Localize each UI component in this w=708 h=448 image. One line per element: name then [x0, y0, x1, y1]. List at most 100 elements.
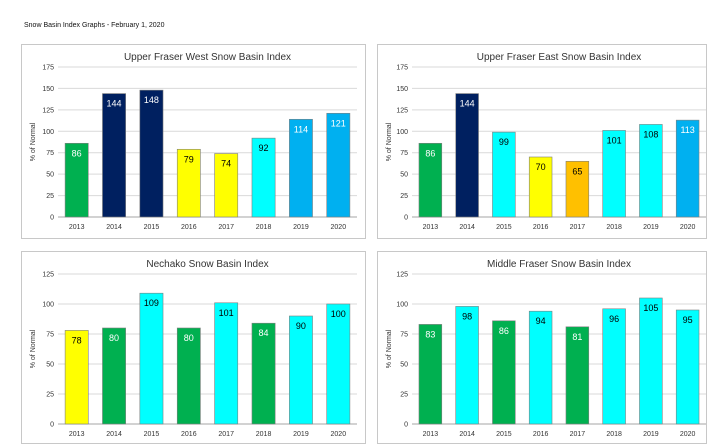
y-tick-label: 100 — [42, 129, 54, 136]
data-label-2014: 144 — [107, 99, 122, 109]
data-label-2019: 108 — [643, 129, 658, 139]
bar-2015 — [492, 131, 516, 218]
bar-2019 — [289, 118, 313, 218]
data-label-2018: 101 — [607, 135, 622, 145]
x-tick-label: 2017 — [218, 224, 234, 231]
y-tick-label: 75 — [400, 150, 408, 157]
x-tick-label: 2013 — [423, 224, 439, 231]
data-label-2014: 80 — [109, 333, 119, 343]
data-label-2016: 70 — [536, 162, 546, 172]
bar-2014 — [102, 327, 126, 425]
bar-2016 — [528, 310, 553, 425]
data-label-2017: 74 — [221, 159, 231, 169]
x-tick-label: 2020 — [331, 224, 347, 231]
chart-title: Upper Fraser West Snow Basin Index — [124, 52, 291, 63]
chart-title: Middle Fraser Snow Basin Index — [487, 259, 631, 270]
x-tick-label: 2015 — [496, 224, 512, 231]
bar-2019 — [639, 297, 663, 425]
data-label-2020: 95 — [683, 315, 693, 325]
y-tick-label: 100 — [396, 302, 408, 309]
bar-2015 — [139, 292, 164, 425]
chart-panel-upper-fraser-west: Upper Fraser West Snow Basin Index % of N… — [21, 44, 366, 239]
bar-2019 — [639, 124, 663, 218]
y-tick-label: 125 — [42, 272, 54, 279]
bar-2017 — [565, 160, 590, 218]
data-label-2020: 113 — [680, 125, 694, 135]
x-tick-label: 2016 — [181, 224, 197, 231]
x-tick-label: 2017 — [570, 431, 586, 438]
data-label-2018: 92 — [259, 143, 269, 153]
data-label-2013: 78 — [72, 335, 82, 345]
y-tick-label: 50 — [400, 362, 408, 369]
bar-2017 — [214, 153, 239, 218]
x-tick-label: 2016 — [181, 431, 197, 438]
x-tick-label: 2015 — [144, 431, 160, 438]
y-tick-label: 75 — [46, 332, 54, 339]
y-tick-label: 175 — [42, 65, 54, 72]
x-tick-label: 2017 — [570, 224, 586, 231]
data-label-2017: 65 — [572, 166, 582, 176]
chart-title: Nechako Snow Basin Index — [146, 259, 268, 270]
x-tick-label: 2018 — [606, 431, 622, 438]
bar-2020 — [675, 309, 700, 425]
data-label-2015: 99 — [499, 137, 509, 147]
bar-2013 — [64, 330, 89, 425]
data-label-2018: 84 — [259, 328, 269, 338]
y-tick-label: 100 — [42, 302, 54, 309]
x-tick-label: 2019 — [293, 224, 309, 231]
y-tick-label: 100 — [396, 129, 408, 136]
bar-2018 — [251, 137, 276, 218]
x-tick-label: 2020 — [331, 431, 347, 438]
x-tick-label: 2016 — [533, 224, 549, 231]
chart-panel-middle-fraser: Middle Fraser Snow Basin Index % of Norma… — [377, 251, 707, 444]
data-label-2017: 81 — [572, 332, 582, 342]
x-tick-label: 2015 — [496, 431, 512, 438]
y-tick-label: 0 — [404, 422, 408, 429]
y-tick-label: 50 — [400, 172, 408, 179]
y-tick-label: 75 — [46, 150, 54, 157]
x-tick-label: 2014 — [459, 224, 475, 231]
y-axis-label: % of Normal — [30, 122, 37, 161]
bar-2019 — [289, 315, 313, 425]
data-label-2019: 90 — [296, 321, 306, 331]
data-label-2013: 86 — [72, 148, 82, 158]
data-label-2015: 109 — [144, 298, 159, 308]
data-label-2019: 105 — [643, 303, 658, 313]
y-tick-label: 75 — [400, 332, 408, 339]
y-tick-label: 0 — [404, 215, 408, 222]
x-tick-label: 2020 — [680, 224, 696, 231]
chart-panel-nechako: Nechako Snow Basin Index % of Normal 0 25 50… — [21, 251, 366, 444]
data-label-2018: 96 — [609, 314, 619, 324]
x-tick-label: 2019 — [293, 431, 309, 438]
bar-2017 — [214, 302, 239, 425]
bar-2015 — [492, 320, 516, 425]
y-axis-label: % of Normal — [386, 122, 393, 161]
bar-2013 — [64, 142, 89, 218]
y-tick-label: 50 — [46, 362, 54, 369]
data-label-2013: 83 — [425, 329, 435, 339]
data-label-2019: 114 — [294, 124, 308, 134]
bar-2020 — [326, 303, 351, 425]
data-label-2017: 101 — [219, 308, 234, 318]
bar-2016 — [176, 327, 201, 425]
x-tick-label: 2018 — [256, 431, 272, 438]
data-label-2016: 80 — [184, 333, 194, 343]
y-tick-label: 25 — [400, 193, 408, 200]
y-axis-label: % of Normal — [386, 329, 393, 368]
data-label-2014: 98 — [462, 311, 472, 321]
data-label-2014: 144 — [460, 99, 475, 109]
x-tick-label: 2014 — [106, 431, 122, 438]
y-tick-label: 125 — [396, 272, 408, 279]
page-title: Snow Basin Index Graphs - February 1, 20… — [24, 22, 165, 29]
y-tick-label: 150 — [42, 86, 54, 93]
bar-2014 — [455, 93, 479, 218]
x-tick-label: 2013 — [69, 224, 85, 231]
x-tick-label: 2020 — [680, 431, 696, 438]
y-tick-label: 0 — [50, 215, 54, 222]
bar-2013 — [418, 324, 443, 425]
chart-panel-upper-fraser-east: Upper Fraser East Snow Basin Index % of N… — [377, 44, 707, 239]
bar-2016 — [528, 156, 553, 218]
data-label-2020: 121 — [331, 118, 346, 128]
y-tick-label: 175 — [396, 65, 408, 72]
y-tick-label: 25 — [400, 392, 408, 399]
